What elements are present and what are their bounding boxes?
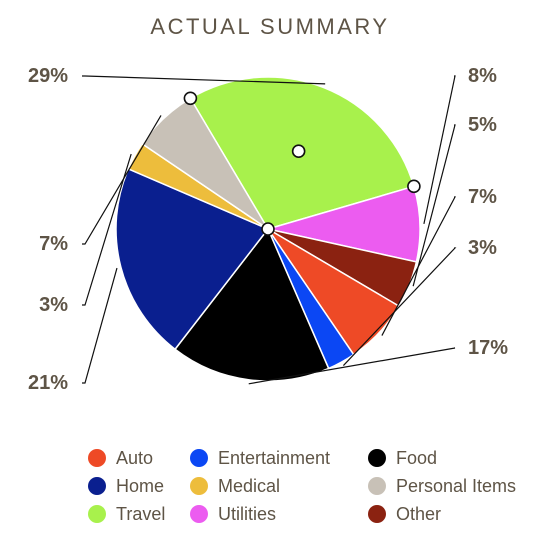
legend-item-personal-items: Personal Items bbox=[368, 474, 516, 498]
leader-line-travel bbox=[82, 75, 326, 85]
legend-label: Travel bbox=[116, 503, 166, 524]
legend-swatch bbox=[88, 449, 106, 467]
legend-item-home: Home bbox=[88, 474, 164, 498]
data-label-other: 5% bbox=[468, 114, 497, 136]
legend-swatch bbox=[368, 505, 386, 523]
legend-label: Auto bbox=[116, 447, 154, 468]
leader-line-medical bbox=[82, 153, 132, 306]
legend-swatch bbox=[368, 449, 386, 467]
data-label-personal-items: 7% bbox=[39, 233, 68, 255]
legend-item-food: Food bbox=[368, 446, 437, 470]
leader-line-home bbox=[82, 267, 118, 384]
leader-line-entertainment bbox=[342, 247, 457, 366]
data-label-utilities: 8% bbox=[468, 65, 497, 87]
legend-swatch bbox=[88, 505, 106, 523]
data-label-home: 21% bbox=[28, 372, 68, 394]
data-label-travel: 29% bbox=[28, 65, 68, 87]
legend-label: Medical bbox=[218, 475, 281, 496]
legend-label: Food bbox=[396, 447, 438, 468]
legend-item-entertainment: Entertainment bbox=[190, 446, 330, 470]
legend-swatch bbox=[88, 477, 106, 495]
leader-line-other bbox=[412, 124, 456, 287]
leader-line-food bbox=[248, 347, 456, 385]
center-handle[interactable] bbox=[261, 222, 275, 236]
legend-label: Entertainment bbox=[218, 447, 331, 468]
slice-handle-travel-start[interactable] bbox=[183, 91, 198, 106]
legend-swatch bbox=[368, 477, 386, 495]
chart-title: ACTUAL SUMMARY bbox=[150, 14, 390, 39]
legend-label: Utilities bbox=[218, 503, 277, 524]
legend-label: Other bbox=[396, 503, 442, 524]
pie-slice-food bbox=[173, 227, 330, 382]
leader-line-utilities bbox=[423, 75, 456, 224]
legend-swatch bbox=[190, 505, 208, 523]
legend-label: Personal Items bbox=[396, 475, 517, 496]
legend-swatch bbox=[190, 477, 208, 495]
leader-line-auto bbox=[381, 196, 456, 336]
legend-item-medical: Medical bbox=[190, 474, 280, 498]
data-label-medical: 3% bbox=[39, 294, 68, 316]
legend-swatch bbox=[190, 449, 208, 467]
pie-slice-home bbox=[115, 167, 270, 351]
leader-line-personal-items bbox=[82, 115, 162, 245]
slice-handle-travel-mid[interactable] bbox=[291, 144, 306, 159]
legend-item-travel: Travel bbox=[88, 502, 165, 526]
slice-handle-travel-end[interactable] bbox=[407, 179, 421, 194]
legend-item-auto: Auto bbox=[88, 446, 153, 470]
legend-label: Home bbox=[116, 475, 165, 496]
data-label-auto: 7% bbox=[468, 186, 497, 208]
data-label-food: 17% bbox=[468, 337, 508, 359]
data-label-entertainment: 3% bbox=[468, 237, 497, 259]
legend-item-other: Other bbox=[368, 502, 441, 526]
pie-chart: 29% 8% 5% 7% 3% 17% 21% 3% 7% bbox=[28, 65, 508, 394]
legend-item-utilities: Utilities bbox=[190, 502, 276, 526]
